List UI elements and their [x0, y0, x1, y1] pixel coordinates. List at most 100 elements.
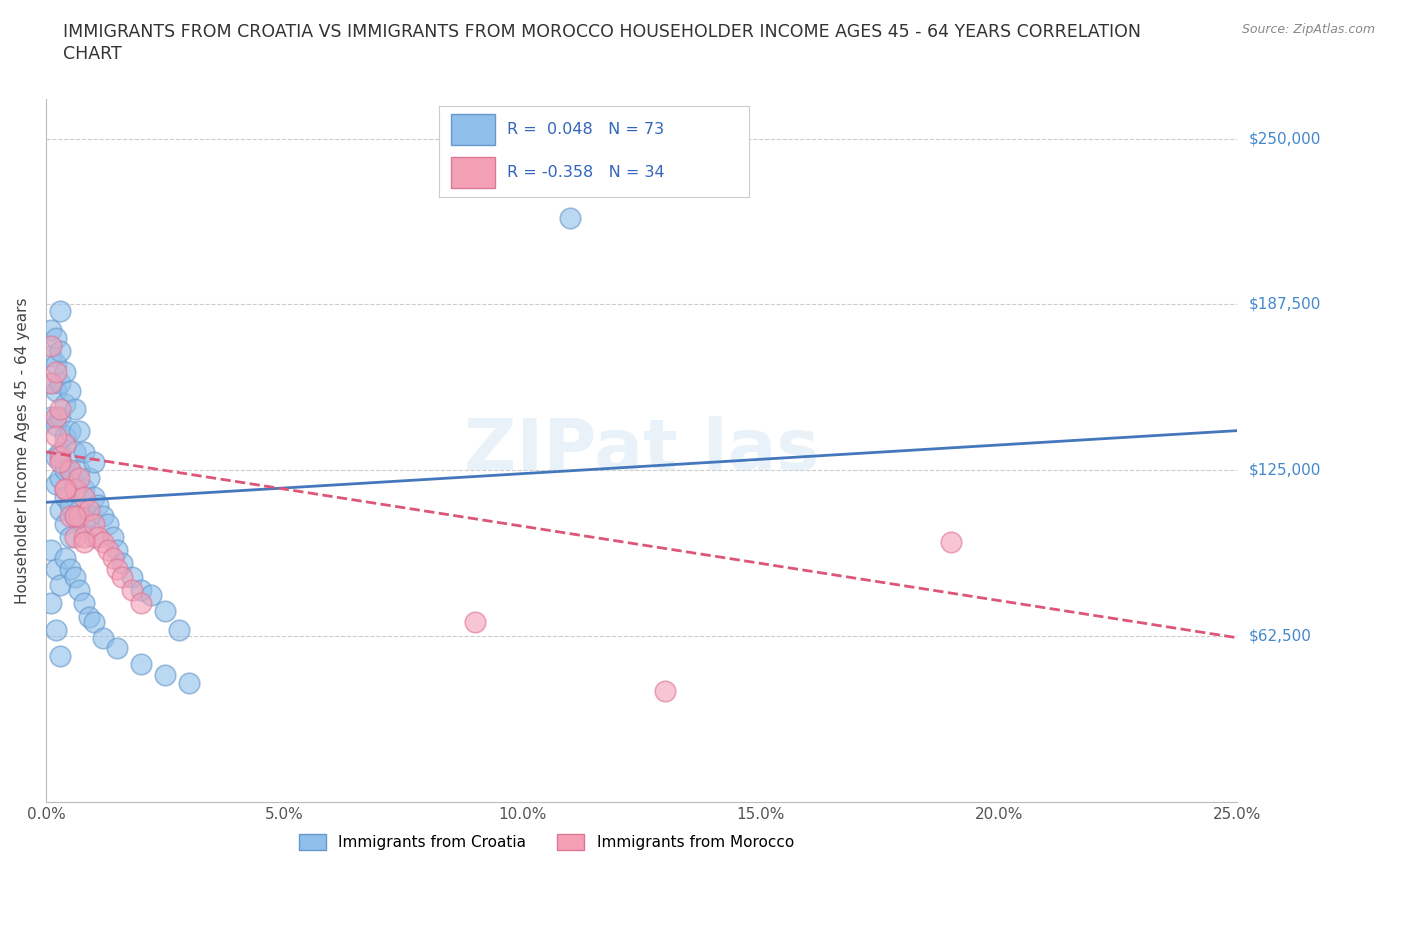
Point — [49, 471, 72, 485]
Text: CHART: CHART — [63, 45, 122, 62]
Point — [59, 383, 82, 398]
Point — [121, 569, 143, 584]
Point — [129, 657, 152, 671]
Point — [59, 562, 82, 577]
Point — [53, 489, 76, 504]
Point — [63, 569, 86, 584]
Point — [39, 376, 62, 391]
Point — [97, 516, 120, 531]
Point — [63, 508, 86, 523]
Point — [49, 450, 72, 465]
Point — [53, 551, 76, 565]
Point — [49, 503, 72, 518]
Text: $125,000: $125,000 — [1249, 463, 1320, 478]
Point — [39, 596, 62, 611]
Point — [44, 357, 66, 372]
Point — [59, 498, 82, 512]
Point — [39, 376, 62, 391]
Y-axis label: Householder Income Ages 45 - 64 years: Householder Income Ages 45 - 64 years — [15, 298, 30, 604]
Point — [654, 684, 676, 698]
Point — [101, 551, 124, 565]
Point — [53, 482, 76, 497]
Point — [63, 529, 86, 544]
Point — [39, 410, 62, 425]
Point — [153, 604, 176, 618]
Point — [121, 582, 143, 597]
Point — [67, 582, 90, 597]
Point — [67, 423, 90, 438]
Text: $187,500: $187,500 — [1249, 297, 1320, 312]
Point — [83, 489, 105, 504]
Point — [83, 516, 105, 531]
Text: ZIPat las: ZIPat las — [464, 416, 820, 485]
Point — [139, 588, 162, 603]
Point — [107, 543, 129, 558]
Text: IMMIGRANTS FROM CROATIA VS IMMIGRANTS FROM MOROCCO HOUSEHOLDER INCOME AGES 45 - : IMMIGRANTS FROM CROATIA VS IMMIGRANTS FR… — [63, 23, 1142, 41]
Text: Source: ZipAtlas.com: Source: ZipAtlas.com — [1241, 23, 1375, 36]
Point — [941, 535, 963, 550]
Point — [111, 569, 134, 584]
Point — [107, 562, 129, 577]
Point — [67, 503, 90, 518]
Point — [44, 476, 66, 491]
Legend: Immigrants from Croatia, Immigrants from Morocco: Immigrants from Croatia, Immigrants from… — [291, 827, 801, 858]
Point — [129, 582, 152, 597]
Point — [44, 418, 66, 432]
Point — [49, 343, 72, 358]
Point — [63, 445, 86, 459]
Point — [101, 529, 124, 544]
Point — [49, 304, 72, 319]
Point — [44, 562, 66, 577]
Point — [53, 463, 76, 478]
Point — [83, 455, 105, 470]
Point — [73, 529, 96, 544]
Point — [44, 429, 66, 444]
Point — [107, 641, 129, 656]
Point — [77, 609, 100, 624]
Point — [63, 476, 86, 491]
Point — [59, 463, 82, 478]
Point — [44, 330, 66, 345]
Point — [49, 445, 72, 459]
Point — [53, 396, 76, 411]
Point — [63, 402, 86, 417]
Point — [83, 615, 105, 630]
Point — [73, 596, 96, 611]
Point — [153, 668, 176, 683]
Point — [91, 631, 114, 645]
Point — [73, 445, 96, 459]
Point — [49, 376, 72, 391]
Point — [59, 423, 82, 438]
Point — [59, 508, 82, 523]
Point — [169, 622, 191, 637]
Point — [44, 383, 66, 398]
Point — [53, 429, 76, 444]
Point — [73, 516, 96, 531]
Point — [49, 455, 72, 470]
Point — [59, 529, 82, 544]
Point — [39, 339, 62, 353]
Point — [87, 529, 110, 544]
Point — [67, 508, 90, 523]
Point — [83, 529, 105, 544]
Text: $250,000: $250,000 — [1249, 131, 1320, 146]
Point — [91, 508, 114, 523]
Point — [53, 516, 76, 531]
Point — [73, 482, 96, 497]
Point — [53, 436, 76, 451]
Point — [91, 535, 114, 550]
Point — [67, 471, 90, 485]
Point — [39, 543, 62, 558]
Point — [49, 578, 72, 592]
Point — [111, 556, 134, 571]
Point — [77, 471, 100, 485]
Point — [73, 489, 96, 504]
Point — [39, 349, 62, 364]
Point — [44, 622, 66, 637]
Point — [49, 402, 72, 417]
Point — [63, 508, 86, 523]
Point — [464, 615, 486, 630]
Point — [77, 508, 100, 523]
Point — [77, 503, 100, 518]
Point — [97, 543, 120, 558]
